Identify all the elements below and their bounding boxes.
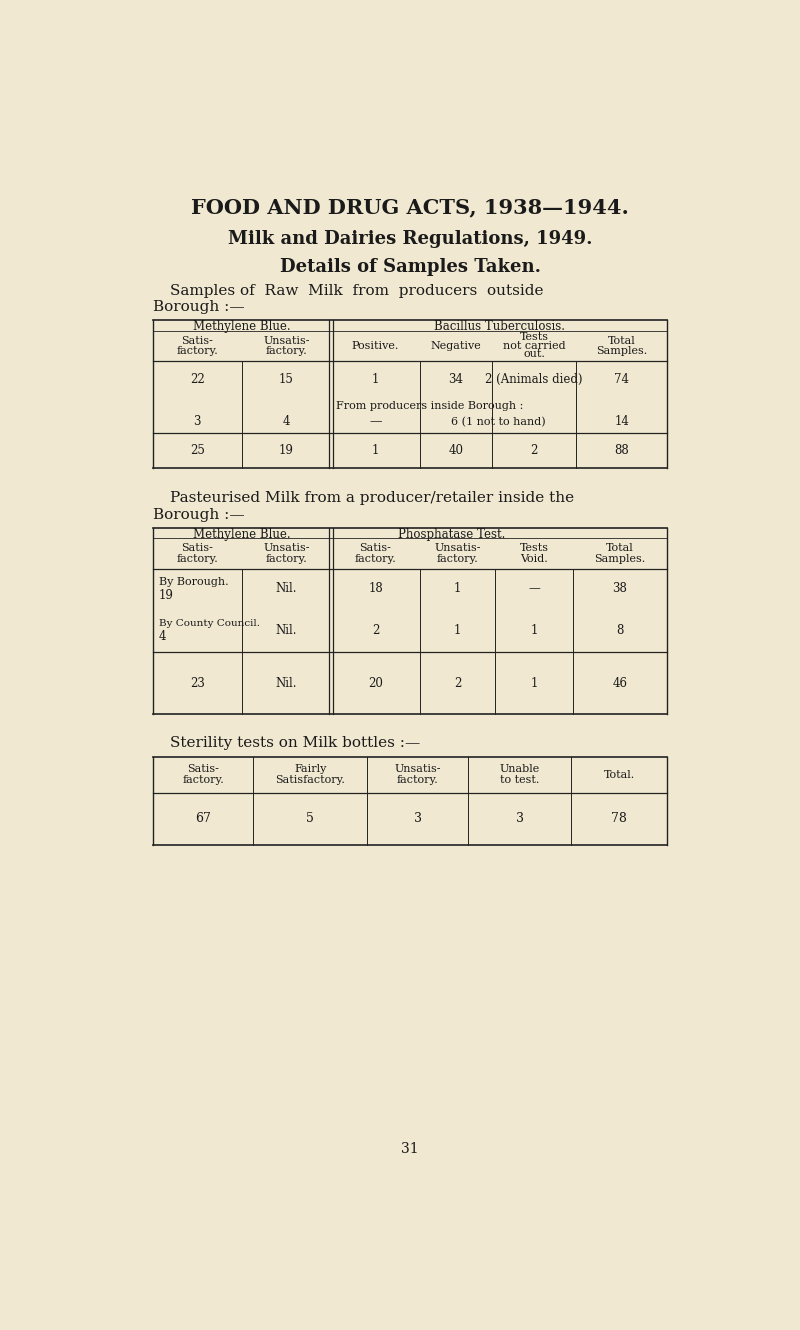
- Text: Satis-: Satis-: [182, 544, 213, 553]
- Text: Borough :—: Borough :—: [153, 508, 244, 523]
- Text: Total: Total: [608, 335, 635, 346]
- Text: 3: 3: [194, 415, 201, 428]
- Text: factory.: factory.: [266, 346, 307, 356]
- Text: to test.: to test.: [500, 775, 539, 785]
- Text: 74: 74: [614, 374, 629, 386]
- Text: Details of Samples Taken.: Details of Samples Taken.: [279, 258, 541, 277]
- Text: 19: 19: [159, 589, 174, 602]
- Text: 2: 2: [372, 624, 379, 637]
- Text: Satisfactory.: Satisfactory.: [275, 775, 346, 785]
- Text: Total: Total: [606, 544, 634, 553]
- Text: Fairly: Fairly: [294, 765, 326, 774]
- Text: 2: 2: [454, 677, 462, 690]
- Text: FOOD AND DRUG ACTS, 1938—1944.: FOOD AND DRUG ACTS, 1938—1944.: [191, 197, 629, 217]
- Text: Unable: Unable: [499, 765, 540, 774]
- Text: Positive.: Positive.: [352, 340, 399, 351]
- Text: Satis-: Satis-: [359, 544, 391, 553]
- Text: 3: 3: [516, 813, 524, 825]
- Text: 1: 1: [372, 374, 379, 386]
- Text: Samples.: Samples.: [594, 555, 646, 564]
- Text: By Borough.: By Borough.: [159, 577, 229, 587]
- Text: factory.: factory.: [176, 555, 218, 564]
- Text: 38: 38: [613, 583, 627, 595]
- Text: Nil.: Nil.: [276, 583, 297, 595]
- Text: Nil.: Nil.: [276, 677, 297, 690]
- Text: Void.: Void.: [520, 555, 548, 564]
- Text: 1: 1: [530, 624, 538, 637]
- Text: not carried: not carried: [502, 340, 566, 351]
- Text: 46: 46: [613, 677, 627, 690]
- Text: —: —: [370, 415, 382, 428]
- Text: 3: 3: [414, 813, 422, 825]
- Text: Negative: Negative: [430, 340, 482, 351]
- Text: Samples.: Samples.: [596, 346, 647, 356]
- Text: 1: 1: [372, 444, 379, 456]
- Text: 22: 22: [190, 374, 205, 386]
- Text: Pasteurised Milk from a producer/retailer inside the: Pasteurised Milk from a producer/retaile…: [170, 491, 574, 505]
- Text: Borough :—: Borough :—: [153, 301, 244, 314]
- Text: 40: 40: [449, 444, 464, 456]
- Text: 67: 67: [195, 813, 211, 825]
- Text: 5: 5: [306, 813, 314, 825]
- Text: Satis-: Satis-: [182, 335, 213, 346]
- Text: Methylene Blue.: Methylene Blue.: [193, 528, 290, 541]
- Text: —: —: [528, 583, 540, 595]
- Text: 15: 15: [279, 374, 294, 386]
- Text: Phosphatase Test.: Phosphatase Test.: [398, 528, 506, 541]
- Text: 34: 34: [449, 374, 464, 386]
- Text: 8: 8: [616, 624, 624, 637]
- Text: factory.: factory.: [397, 775, 438, 785]
- Text: 6 (1 not to hand): 6 (1 not to hand): [450, 416, 546, 427]
- Text: By County Council.: By County Council.: [159, 618, 260, 628]
- Text: From producers inside Borough :: From producers inside Borough :: [336, 402, 523, 411]
- Text: 23: 23: [190, 677, 205, 690]
- Text: Sterility tests on Milk bottles :—: Sterility tests on Milk bottles :—: [170, 737, 420, 750]
- Text: Milk and Dairies Regulations, 1949.: Milk and Dairies Regulations, 1949.: [228, 230, 592, 247]
- Text: out.: out.: [523, 350, 545, 359]
- Text: 4: 4: [159, 630, 166, 644]
- Text: 1: 1: [454, 583, 462, 595]
- Text: 18: 18: [368, 583, 383, 595]
- Text: Nil.: Nil.: [276, 624, 297, 637]
- Text: factory.: factory.: [176, 346, 218, 356]
- Text: Tests: Tests: [519, 332, 549, 342]
- Text: factory.: factory.: [437, 555, 478, 564]
- Text: Methylene Blue.: Methylene Blue.: [193, 321, 290, 334]
- Text: 4: 4: [282, 415, 290, 428]
- Text: Unsatis-: Unsatis-: [434, 544, 481, 553]
- Text: 78: 78: [611, 813, 627, 825]
- Text: 88: 88: [614, 444, 629, 456]
- Text: Tests: Tests: [519, 544, 549, 553]
- Text: 20: 20: [368, 677, 383, 690]
- Text: 1: 1: [454, 624, 462, 637]
- Text: Bacillus Tuberculosis.: Bacillus Tuberculosis.: [434, 321, 565, 334]
- Text: factory.: factory.: [182, 775, 224, 785]
- Text: 25: 25: [190, 444, 205, 456]
- Text: 2: 2: [530, 444, 538, 456]
- Text: Satis-: Satis-: [187, 765, 219, 774]
- Text: factory.: factory.: [354, 555, 396, 564]
- Text: Unsatis-: Unsatis-: [263, 544, 310, 553]
- Text: Samples of  Raw  Milk  from  producers  outside: Samples of Raw Milk from producers outsi…: [170, 283, 543, 298]
- Text: 2 (Animals died): 2 (Animals died): [486, 374, 582, 386]
- Text: Total.: Total.: [604, 770, 635, 779]
- Text: 19: 19: [279, 444, 294, 456]
- Text: Unsatis-: Unsatis-: [394, 765, 441, 774]
- Text: Unsatis-: Unsatis-: [263, 335, 310, 346]
- Text: 31: 31: [401, 1142, 419, 1156]
- Text: 14: 14: [614, 415, 629, 428]
- Text: factory.: factory.: [266, 555, 307, 564]
- Text: 1: 1: [530, 677, 538, 690]
